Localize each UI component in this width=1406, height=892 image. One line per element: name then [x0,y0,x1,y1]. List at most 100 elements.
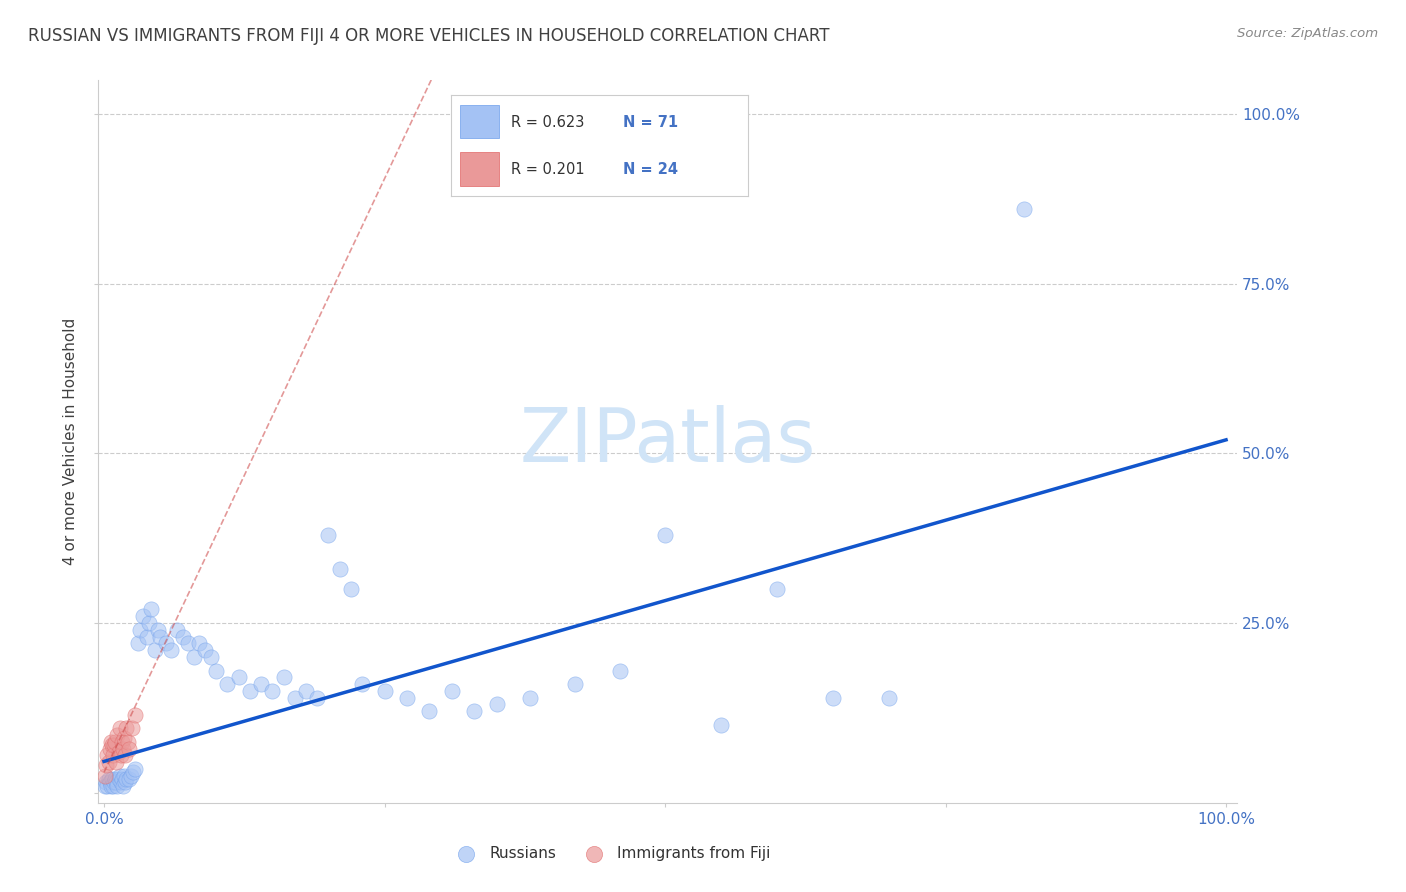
Point [124,762,146,776]
Point [395,690,418,705]
Point [127,636,149,650]
Point [117,735,139,749]
Point [111,772,134,786]
Point [101,779,124,793]
Text: Source: ZipAtlas.com: Source: ZipAtlas.com [1237,27,1378,40]
Point [217,677,239,691]
Point [122,765,145,780]
Point [97,772,120,786]
Point [112,769,135,783]
Point [110,775,132,789]
Point [564,677,586,691]
Point [463,704,485,718]
Point [98,741,121,756]
Point [101,772,124,786]
Point [160,643,183,657]
Point [112,741,135,756]
Point [284,690,307,705]
Point [101,738,124,752]
Point [239,684,262,698]
Point [485,698,508,712]
Point [110,748,132,763]
Point [879,690,901,705]
Point [120,769,142,783]
Point [112,779,135,793]
Point [97,755,120,769]
Point [96,748,118,763]
Point [205,664,228,678]
Point [440,684,463,698]
Point [101,748,124,763]
Point [115,772,138,786]
Point [103,775,125,789]
Point [107,779,129,793]
Point [188,636,211,650]
Point [273,670,295,684]
Point [124,707,146,722]
Point [166,623,188,637]
Point [98,775,121,789]
Point [115,721,138,735]
Point [823,690,845,705]
Point [135,630,157,644]
Y-axis label: 4 or more Vehicles in Household: 4 or more Vehicles in Household [63,318,79,566]
Point [177,636,200,650]
Point [121,721,143,735]
Point [194,643,217,657]
Point [129,623,152,637]
Point [307,690,329,705]
Point [114,748,136,763]
Point [107,745,129,759]
Point [519,690,541,705]
Point [654,528,676,542]
Point [352,677,374,691]
Point [228,670,250,684]
Point [118,741,141,756]
Point [96,758,118,772]
Point [262,684,284,698]
Point [114,775,136,789]
Point [141,602,163,616]
Text: ZIPatlas: ZIPatlas [520,405,815,478]
Point [200,649,222,664]
Point [138,615,160,630]
Point [295,684,318,698]
Point [1012,202,1035,217]
Point [149,630,172,644]
Point [609,664,631,678]
Point [108,721,131,735]
Point [108,769,131,783]
Point [94,779,117,793]
Point [104,735,127,749]
Point [318,528,340,542]
Point [96,775,118,789]
Point [94,769,117,783]
Point [329,562,352,576]
Point [104,772,127,786]
Point [100,735,122,749]
Point [105,755,128,769]
Point [111,735,134,749]
Point [107,728,129,742]
Legend: Russians, Immigrants from Fiji: Russians, Immigrants from Fiji [446,840,776,867]
Point [373,684,395,698]
Point [103,738,125,752]
Point [250,677,273,691]
Point [146,623,169,637]
Text: RUSSIAN VS IMMIGRANTS FROM FIJI 4 OR MORE VEHICLES IN HOUSEHOLD CORRELATION CHAR: RUSSIAN VS IMMIGRANTS FROM FIJI 4 OR MOR… [28,27,830,45]
Point [172,630,194,644]
Point [100,779,122,793]
Point [183,649,205,664]
Point [155,636,177,650]
Point [132,609,155,624]
Point [96,779,118,793]
Point [710,718,733,732]
Point [112,731,135,746]
Point [766,582,789,596]
Point [418,704,440,718]
Point [118,772,141,786]
Point [340,582,363,596]
Point [143,643,166,657]
Point [107,772,129,786]
Point [105,775,128,789]
